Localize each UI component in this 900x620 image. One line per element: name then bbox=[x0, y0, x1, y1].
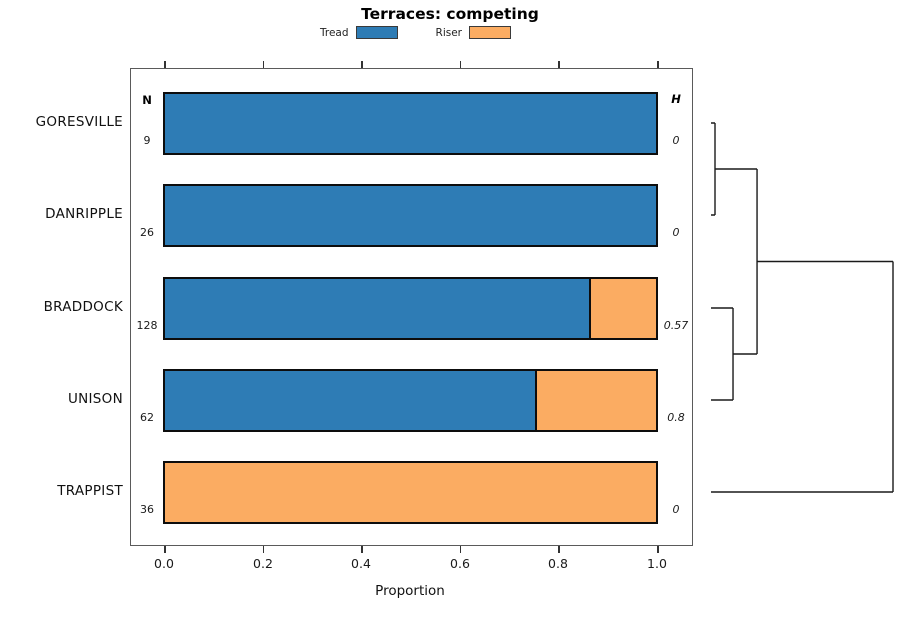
bar-segment-tread bbox=[165, 94, 656, 153]
x-axis-tick bbox=[262, 546, 265, 553]
x-tick-label: 0.0 bbox=[154, 556, 174, 571]
bar-row bbox=[163, 369, 658, 432]
h-value: 0 bbox=[672, 134, 680, 147]
h-value: 0 bbox=[672, 226, 680, 239]
n-value: 62 bbox=[140, 411, 154, 424]
legend-label-riser: Riser bbox=[435, 26, 462, 39]
x-axis-tick bbox=[657, 546, 659, 553]
bar-segment-tread bbox=[165, 186, 656, 245]
chart-title: Terraces: competing bbox=[361, 5, 539, 23]
x-axis-tick bbox=[262, 61, 265, 68]
bar-segment-tread bbox=[165, 279, 591, 338]
x-axis-tick bbox=[558, 61, 560, 68]
legend-swatch-riser bbox=[469, 26, 511, 39]
x-tick-label: 0.2 bbox=[253, 556, 273, 571]
x-axis-tick bbox=[361, 546, 363, 553]
x-tick-label: 0.8 bbox=[548, 556, 568, 571]
bar-segment-tread bbox=[165, 371, 538, 430]
x-tick-label: 1.0 bbox=[647, 556, 667, 571]
bar-row bbox=[163, 277, 658, 340]
h-column-header: H bbox=[671, 92, 681, 106]
n-value: 9 bbox=[143, 134, 151, 147]
n-value: 26 bbox=[140, 226, 154, 239]
x-axis-tick bbox=[361, 61, 363, 68]
bar-row bbox=[163, 92, 658, 155]
bar-segment-riser bbox=[590, 279, 656, 338]
h-value: 0.57 bbox=[663, 319, 689, 332]
x-axis-tick bbox=[558, 546, 560, 553]
x-axis-tick bbox=[459, 61, 462, 68]
legend-swatch-tread bbox=[355, 26, 398, 39]
x-axis-tick bbox=[164, 546, 166, 553]
bar-segment-riser bbox=[537, 371, 656, 430]
x-axis-title: Proportion bbox=[375, 583, 445, 599]
n-value: 128 bbox=[136, 319, 158, 332]
n-column-header: N bbox=[142, 93, 152, 107]
plot-area-border bbox=[130, 68, 693, 546]
legend-item-riser: Riser bbox=[436, 26, 511, 39]
x-axis-tick bbox=[657, 61, 659, 68]
x-tick-label: 0.6 bbox=[450, 556, 470, 571]
bar-row bbox=[163, 184, 658, 247]
h-value: 0.8 bbox=[667, 411, 685, 424]
category-label: TRAPPIST bbox=[57, 483, 123, 499]
h-value: 0 bbox=[672, 503, 680, 516]
category-label: UNISON bbox=[67, 391, 123, 407]
bar-segment-riser bbox=[165, 463, 656, 522]
legend: Tread Riser bbox=[320, 26, 511, 39]
legend-label-tread: Tread bbox=[320, 26, 349, 39]
category-label: DANRIPPLE bbox=[45, 206, 123, 222]
legend-item-tread: Tread bbox=[320, 26, 398, 39]
category-label: BRADDOCK bbox=[43, 299, 123, 315]
x-axis-tick bbox=[459, 546, 462, 553]
n-value: 36 bbox=[140, 503, 154, 516]
x-tick-label: 0.4 bbox=[351, 556, 371, 571]
category-label: GORESVILLE bbox=[35, 114, 123, 130]
x-axis-tick bbox=[164, 61, 166, 68]
bar-row bbox=[163, 461, 658, 524]
